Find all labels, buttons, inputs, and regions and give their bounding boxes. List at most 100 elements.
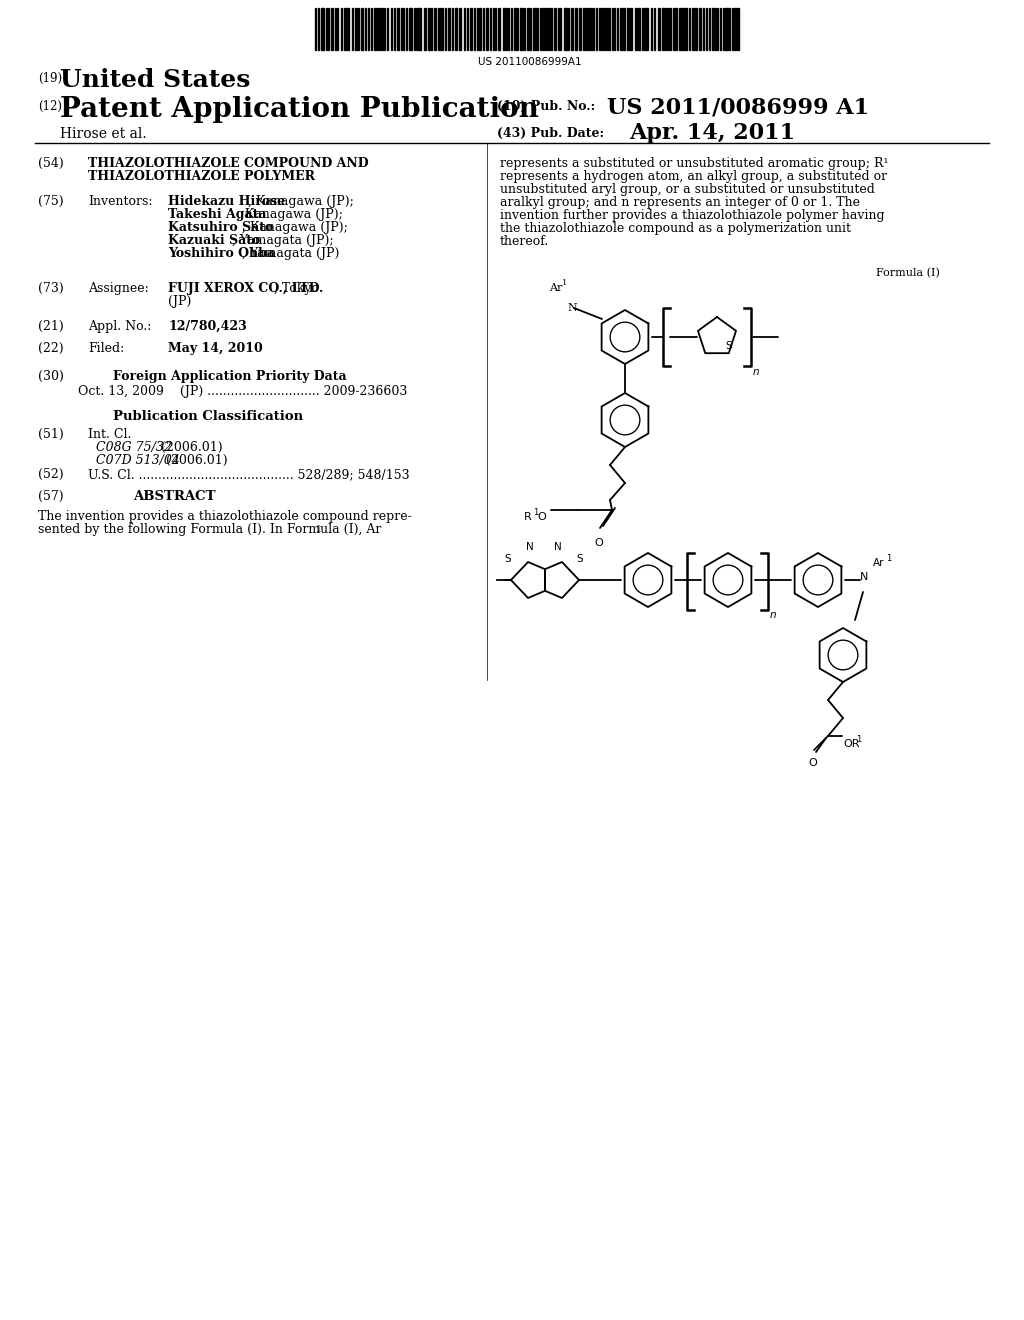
Text: (22): (22) [38, 342, 63, 355]
Text: 1: 1 [315, 525, 322, 535]
Text: US 20110086999A1: US 20110086999A1 [478, 57, 582, 67]
Text: THIAZOLOTHIAZOLE COMPOUND AND: THIAZOLOTHIAZOLE COMPOUND AND [88, 157, 369, 170]
Text: N: N [567, 304, 577, 313]
Text: Formula (I): Formula (I) [877, 268, 940, 279]
Text: Appl. No.:: Appl. No.: [88, 319, 152, 333]
Text: the thiazolothiazole compound as a polymerization unit: the thiazolothiazole compound as a polym… [500, 222, 851, 235]
Text: thereof.: thereof. [500, 235, 549, 248]
Bar [486, 8, 488, 50]
Bar [331, 8, 333, 50]
Bar [479, 8, 481, 50]
Text: (2006.01): (2006.01) [141, 441, 222, 454]
Text: Hidekazu Hirose: Hidekazu Hirose [168, 195, 285, 209]
Text: Ar: Ar [873, 558, 885, 568]
Text: N: N [860, 572, 868, 582]
Bar [695, 8, 697, 50]
Text: Foreign Application Priority Data: Foreign Application Priority Data [113, 370, 347, 383]
Bar [620, 8, 622, 50]
Bar [725, 8, 728, 50]
Bar [520, 8, 523, 50]
Text: Filed:: Filed: [88, 342, 124, 355]
Bar [505, 8, 507, 50]
Text: , Yamagata (JP);: , Yamagata (JP); [231, 234, 333, 247]
Text: , Kanagawa (JP);: , Kanagawa (JP); [248, 195, 353, 209]
Text: (19): (19) [38, 73, 62, 84]
Bar [685, 8, 687, 50]
Bar [608, 8, 610, 50]
Text: , Kanagawa (JP);: , Kanagawa (JP); [237, 209, 343, 220]
Text: S: S [725, 341, 731, 351]
Bar [669, 8, 671, 50]
Text: 1: 1 [562, 279, 567, 286]
Text: C08G 75/32: C08G 75/32 [96, 441, 172, 454]
Text: 1: 1 [886, 554, 891, 564]
Bar [374, 8, 376, 50]
Bar [734, 8, 736, 50]
Bar [630, 8, 632, 50]
Bar [344, 8, 346, 50]
Text: Patent Application Publication: Patent Application Publication [60, 96, 539, 123]
Bar [579, 8, 581, 50]
Bar [571, 8, 573, 50]
Text: Katsuhiro Sato: Katsuhiro Sato [168, 220, 273, 234]
Text: C07D 513/04: C07D 513/04 [96, 454, 180, 467]
Bar [527, 8, 529, 50]
Text: (73): (73) [38, 282, 63, 294]
Text: , Yamagata (JP): , Yamagata (JP) [243, 247, 340, 260]
Bar [682, 8, 684, 50]
Text: ABSTRACT: ABSTRACT [133, 490, 215, 503]
Text: O: O [594, 539, 603, 548]
Text: , Tokyo: , Tokyo [274, 282, 319, 294]
Text: THIAZOLOTHIAZOLE POLYMER: THIAZOLOTHIAZOLE POLYMER [88, 170, 315, 183]
Bar [536, 8, 538, 50]
Text: O: O [808, 758, 817, 768]
Text: 1: 1 [534, 508, 539, 517]
Bar [544, 8, 546, 50]
Text: represents a hydrogen atom, an alkyl group, a substituted or: represents a hydrogen atom, an alkyl gro… [500, 170, 887, 183]
Bar [381, 8, 383, 50]
Bar [712, 8, 714, 50]
Text: (30): (30) [38, 370, 63, 383]
Text: (54): (54) [38, 157, 63, 170]
Text: Assignee:: Assignee: [88, 282, 148, 294]
Text: N: N [554, 543, 562, 552]
Text: N: N [526, 543, 534, 552]
Bar [601, 8, 603, 50]
Bar [692, 8, 694, 50]
Bar [575, 8, 577, 50]
Text: (10) Pub. No.:: (10) Pub. No.: [497, 100, 595, 114]
Text: unsubstituted aryl group, or a substituted or unsubstituted: unsubstituted aryl group, or a substitut… [500, 183, 874, 195]
Text: Kazuaki Sato: Kazuaki Sato [168, 234, 260, 247]
Bar [418, 8, 421, 50]
Bar [662, 8, 664, 50]
Bar [635, 8, 637, 50]
Text: OR: OR [843, 739, 859, 748]
Text: (21): (21) [38, 319, 63, 333]
Text: Inventors:: Inventors: [88, 195, 153, 209]
Text: n: n [770, 610, 776, 620]
Bar [642, 8, 644, 50]
Bar [347, 8, 349, 50]
Bar [424, 8, 426, 50]
Text: US 2011/0086999 A1: US 2011/0086999 A1 [607, 96, 869, 117]
Bar [470, 8, 472, 50]
Bar [449, 8, 450, 50]
Text: Hirose et al.: Hirose et al. [60, 127, 146, 141]
Text: (57): (57) [38, 490, 63, 503]
Bar [361, 8, 362, 50]
Text: Publication Classification: Publication Classification [113, 411, 303, 422]
Text: represents a substituted or unsubstituted aromatic group; R¹: represents a substituted or unsubstitute… [500, 157, 889, 170]
Text: Int. Cl.: Int. Cl. [88, 428, 131, 441]
Text: (52): (52) [38, 469, 63, 480]
Bar [428, 8, 430, 50]
Bar [658, 8, 660, 50]
Bar [737, 8, 739, 50]
Bar [587, 8, 589, 50]
Text: U.S. Cl. ........................................ 528/289; 548/153: U.S. Cl. ...............................… [88, 469, 410, 480]
Text: 1: 1 [856, 735, 861, 744]
Bar [534, 8, 535, 50]
Text: R: R [524, 512, 531, 521]
Text: (51): (51) [38, 428, 63, 441]
Text: May 14, 2010: May 14, 2010 [168, 342, 263, 355]
Text: (75): (75) [38, 195, 63, 209]
